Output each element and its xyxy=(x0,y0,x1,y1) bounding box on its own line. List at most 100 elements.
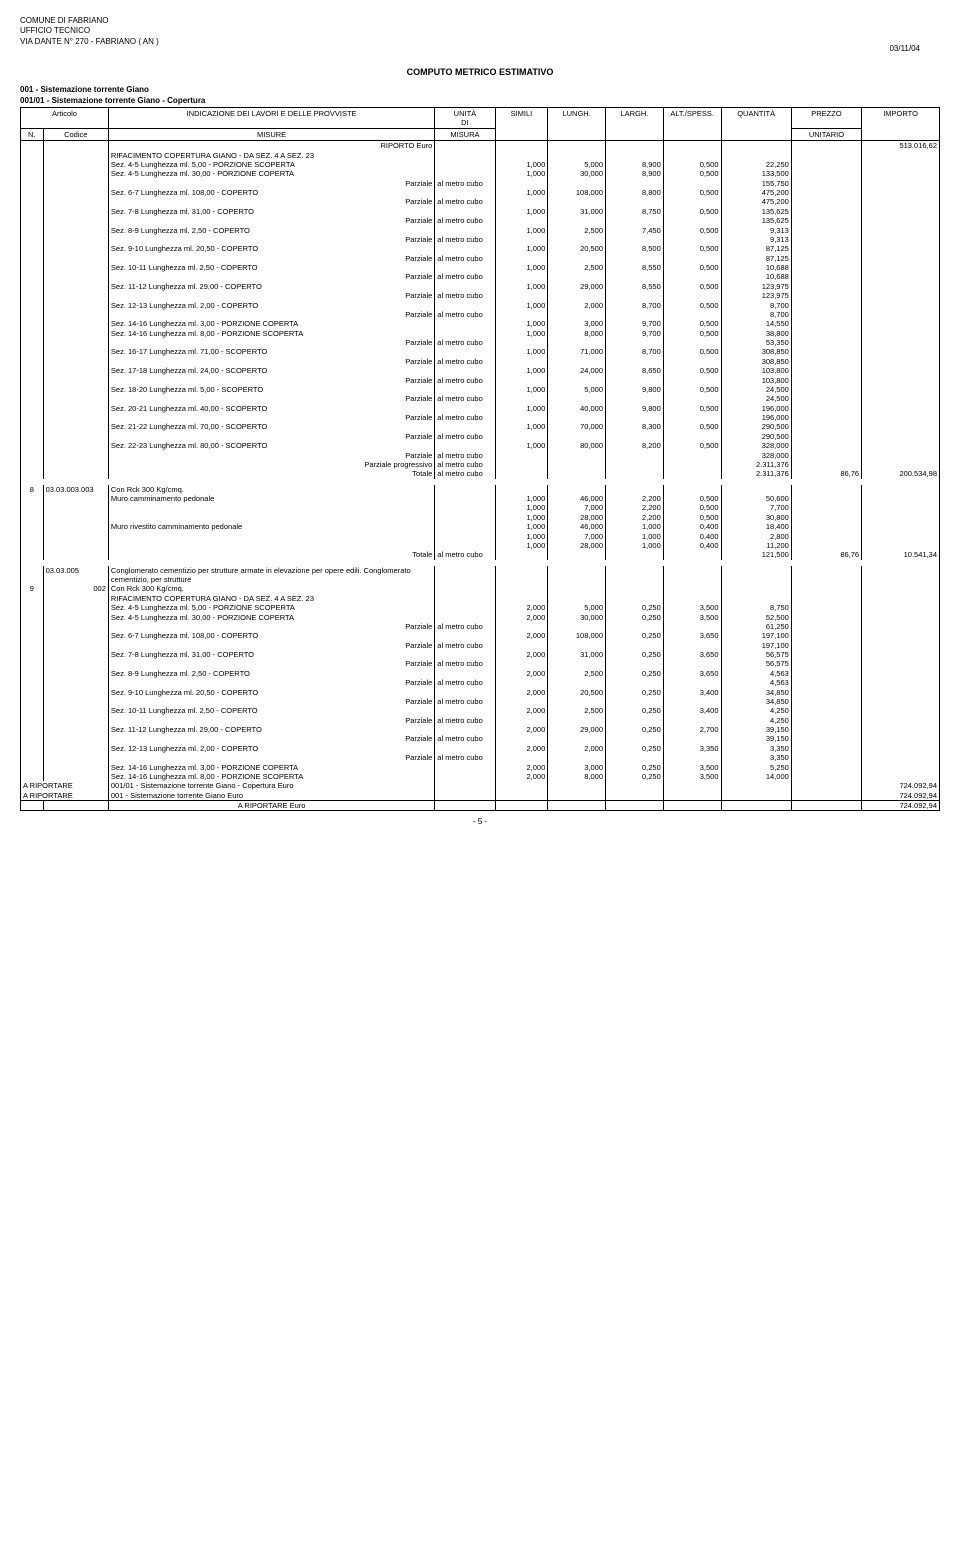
simili-val: 1,000 xyxy=(495,263,548,272)
parziale-val: 53,350 xyxy=(721,338,791,347)
unit-label: al metro cubo xyxy=(435,394,495,403)
measure-desc: Sez. 14-16 Lunghezza ml. 3,00 - PORZIONE… xyxy=(108,763,434,772)
parziale-val: 123,975 xyxy=(721,291,791,300)
simili-val: 1,000 xyxy=(495,422,548,431)
simili-val: 1,000 xyxy=(495,532,548,541)
simili-val: 1,000 xyxy=(495,347,548,356)
quant-val: 22,250 xyxy=(721,160,791,169)
simili-val: 2,000 xyxy=(495,669,548,678)
simili-val: 1,000 xyxy=(495,207,548,216)
lungh-val: 30,000 xyxy=(548,169,606,178)
parziale-val: 3,350 xyxy=(721,753,791,762)
org-name: COMUNE DI FABRIANO xyxy=(20,16,940,26)
largh-val: 0,250 xyxy=(606,650,664,659)
page-number: - 5 - xyxy=(20,817,940,826)
quant-val: 11,200 xyxy=(721,541,791,550)
col-articolo: Articolo xyxy=(21,108,109,129)
parziale-label: Parziale xyxy=(108,716,434,725)
quant-val: 34,850 xyxy=(721,688,791,697)
alt-val: 3,500 xyxy=(663,763,721,772)
lungh-val: 40,000 xyxy=(548,404,606,413)
unit-label: al metro cubo xyxy=(435,734,495,743)
unit-label: al metro cubo xyxy=(435,291,495,300)
parziale-label: Parziale xyxy=(108,197,434,206)
largh-val: 8,200 xyxy=(606,441,664,450)
lungh-val: 108,000 xyxy=(548,188,606,197)
alt-val: 3,350 xyxy=(663,744,721,753)
quant-val: 4,250 xyxy=(721,706,791,715)
alt-val: 0,500 xyxy=(663,160,721,169)
col-largh: LARGH. xyxy=(606,108,664,141)
largh-val: 2,200 xyxy=(606,494,664,503)
lungh-val: 24,000 xyxy=(548,366,606,375)
col-importo: IMPORTO xyxy=(862,108,940,141)
subtitle-2: 001/01 - Sistemazione torrente Giano - C… xyxy=(20,96,940,105)
unit-label: al metro cubo xyxy=(435,550,495,559)
parziale-val: 8,700 xyxy=(721,310,791,319)
alt-val: 3,500 xyxy=(663,603,721,612)
measure-desc: Sez. 20-21 Lunghezza ml. 40,00 - SCOPERT… xyxy=(108,404,434,413)
parziale-label: Parziale xyxy=(108,734,434,743)
measure-desc: Sez. 10-11 Lunghezza ml. 2,50 - COPERTO xyxy=(108,263,434,272)
parziale-val: 39,150 xyxy=(721,734,791,743)
simili-val: 2,000 xyxy=(495,650,548,659)
measure-desc: Sez. 12-13 Lunghezza ml. 2,00 - COPERTO xyxy=(108,301,434,310)
alt-val: 0,500 xyxy=(663,207,721,216)
col-n: N. xyxy=(21,129,44,141)
quant-val: 135,625 xyxy=(721,207,791,216)
largh-val: 8,900 xyxy=(606,169,664,178)
col-codice: Codice xyxy=(43,129,108,141)
largh-val: 0,250 xyxy=(606,725,664,734)
quant-val: 50,600 xyxy=(721,494,791,503)
simili-val: 1,000 xyxy=(495,188,548,197)
unit-label: al metro cubo xyxy=(435,179,495,188)
simili-val: 1,000 xyxy=(495,319,548,328)
lungh-val: 20,500 xyxy=(548,244,606,253)
riporto-val: 513.016,62 xyxy=(862,141,940,151)
alt-val: 0,500 xyxy=(663,169,721,178)
measure-desc: Sez. 9-10 Lunghezza ml. 20,50 - COPERTO xyxy=(108,244,434,253)
quant-val: 87,125 xyxy=(721,244,791,253)
parziale-label: Parziale xyxy=(108,451,434,460)
parziale-label: Parziale xyxy=(108,235,434,244)
largh-val: 9,700 xyxy=(606,319,664,328)
alt-val: 0,400 xyxy=(663,522,721,531)
parziale-val: 87,125 xyxy=(721,254,791,263)
simili-val: 1,000 xyxy=(495,329,548,338)
alt-val: 0,500 xyxy=(663,503,721,512)
parziale-val: 135,625 xyxy=(721,216,791,225)
simili-val: 1,000 xyxy=(495,244,548,253)
doc-title: COMPUTO METRICO ESTIMATIVO xyxy=(20,67,940,77)
col-misure: MISURE xyxy=(108,129,434,141)
unit-label: al metro cubo xyxy=(435,678,495,687)
measure-desc: Sez. 18-20 Lunghezza ml. 5,00 - SCOPERTO xyxy=(108,385,434,394)
measure-desc: Sez. 7-8 Lunghezza ml. 31,00 - COPERTO xyxy=(108,207,434,216)
lungh-val: 20,500 xyxy=(548,688,606,697)
parziale-label: Parziale xyxy=(108,413,434,422)
unit-label: al metro cubo xyxy=(435,432,495,441)
lungh-val: 3,000 xyxy=(548,319,606,328)
riporto-label: RIPORTO Euro xyxy=(108,141,434,151)
measure-desc: Sez. 7-8 Lunghezza ml. 31,00 - COPERTO xyxy=(108,650,434,659)
lungh-val: 7,000 xyxy=(548,532,606,541)
largh-val: 0,250 xyxy=(606,744,664,753)
measure-desc xyxy=(108,532,434,541)
quant-val: 5,250 xyxy=(721,763,791,772)
unit-label: al metro cubo xyxy=(435,451,495,460)
lungh-val: 46,000 xyxy=(548,494,606,503)
unit-label: al metro cubo xyxy=(435,697,495,706)
alt-val: 0,500 xyxy=(663,301,721,310)
quant-val: 196,000 xyxy=(721,404,791,413)
parziale-label: Parziale xyxy=(108,179,434,188)
simili-val: 2,000 xyxy=(495,688,548,697)
measure-desc: Muro camminamento pedonale xyxy=(108,494,434,503)
largh-val: 2,200 xyxy=(606,513,664,522)
simili-val: 1,000 xyxy=(495,503,548,512)
largh-val: 8,300 xyxy=(606,422,664,431)
largh-val: 9,700 xyxy=(606,329,664,338)
largh-val: 2,200 xyxy=(606,503,664,512)
alt-val: 0,500 xyxy=(663,404,721,413)
quant-val: 8,700 xyxy=(721,301,791,310)
unit-label: al metro cubo xyxy=(435,272,495,281)
lungh-val: 46,000 xyxy=(548,522,606,531)
